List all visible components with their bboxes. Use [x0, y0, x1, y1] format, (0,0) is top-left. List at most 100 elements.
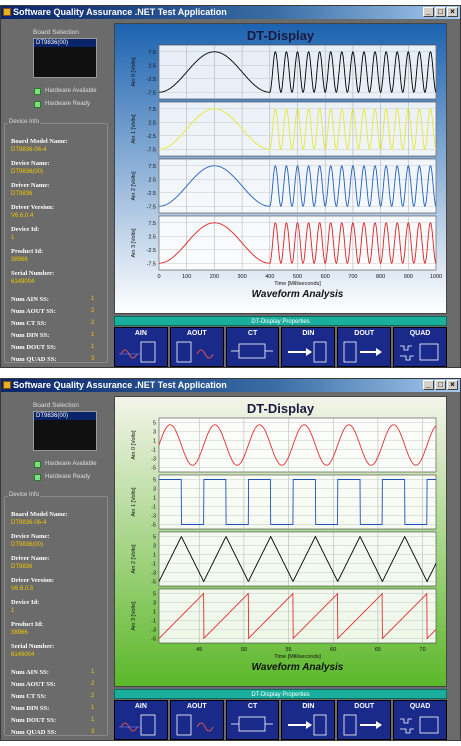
board-list-item[interactable]: DT9836(00): [34, 39, 96, 47]
arrow-right-icon: [343, 341, 383, 363]
ct-button[interactable]: CT: [225, 700, 280, 740]
minimize-button[interactable]: _: [423, 380, 434, 390]
quad-button[interactable]: QUAD: [393, 327, 447, 367]
y-tick-label: 5: [153, 421, 156, 427]
display-subtitle: Waveform Analysis: [252, 289, 344, 300]
count-key: Num AIN SS:: [11, 296, 49, 303]
field-value: DT9836(00): [11, 542, 44, 548]
x-tick-label: 700: [348, 274, 357, 280]
minimize-button[interactable]: _: [423, 7, 434, 17]
aout-button[interactable]: AOUT: [169, 700, 224, 740]
waveform-chart: DT-Display 5 3 1 -1 -3 -5 Ain 0 [Volts] 5 3 1 -1 -3 -…: [115, 397, 446, 686]
field-value: 38966: [11, 257, 28, 263]
ain-button[interactable]: AIN: [114, 700, 168, 740]
title-bar[interactable]: Software Quality Assurance .NET Test App…: [1, 6, 460, 19]
quad-button-label: QUAD: [409, 330, 431, 337]
x-tick-label: 200: [210, 274, 219, 280]
series-line: [158, 165, 437, 208]
x-tick-label: 1000: [430, 274, 442, 280]
field-key: Driver Name:: [11, 555, 50, 562]
y-tick-label: -3: [151, 514, 156, 520]
counter-timer-icon: [230, 343, 273, 359]
x-tick-label: 50: [241, 647, 247, 653]
dt-display-properties-bar[interactable]: DT-Display Properties: [114, 689, 447, 699]
count-key: Num CT SS:: [11, 320, 47, 327]
x-tick-label: 900: [404, 274, 413, 280]
field-key: Product Id:: [11, 621, 44, 628]
series-line: [159, 479, 436, 525]
y-tick-label: -2.5: [147, 248, 156, 254]
arrow-right-icon: [288, 341, 327, 363]
count-key: Num AOUT SS:: [11, 681, 56, 688]
count-value: 1: [91, 344, 95, 350]
din-button[interactable]: DIN: [281, 700, 336, 740]
ain-icon: [119, 341, 156, 363]
hardware-ready-label: Hardware Ready: [45, 101, 91, 107]
din-button[interactable]: DIN: [281, 327, 336, 367]
count-key: Num DIN SS:: [11, 705, 50, 712]
field-value: 1: [11, 235, 15, 241]
hardware-available-led: [34, 88, 41, 95]
field-key: Device Id:: [11, 599, 40, 606]
x-tick-label: 55: [286, 647, 292, 653]
window-title: Software Quality Assurance .NET Test App…: [13, 380, 227, 390]
maximize-button[interactable]: □: [435, 380, 446, 390]
board-list-item[interactable]: DT9836(00): [34, 412, 96, 420]
subsystem-button-row: AIN AOUT CT DIN DOUT QUAD: [114, 700, 447, 740]
hardware-available-label: Hardware Available: [45, 461, 97, 467]
dt-display: DT-Display 5 3 1 -1 -3 -5 Ain 0 [Volts] 5 3 1 -1 -3 -…: [114, 396, 447, 687]
board-selection-list[interactable]: DT9836(00): [33, 411, 97, 451]
y-tick-label: -1: [151, 448, 156, 454]
y-tick-label: 3: [153, 430, 156, 436]
field-key: Device Id:: [11, 226, 40, 233]
ct-button[interactable]: CT: [225, 327, 280, 367]
quad-decoder-icon: [400, 716, 439, 734]
field-value: V6.6.0.4: [11, 213, 34, 219]
arrow-right-icon: [343, 714, 383, 736]
display-title: DT-Display: [247, 28, 315, 43]
field-value: DT9836-06-4: [11, 147, 47, 153]
y-tick-label: 7.5: [148, 50, 156, 56]
series-axis-label: Ain 3 [Volts]: [131, 601, 137, 631]
dout-button[interactable]: DOUT: [337, 700, 392, 740]
y-tick-label: -7.5: [147, 147, 156, 153]
hardware-available-label: Hardware Available: [45, 88, 97, 94]
close-button[interactable]: ×: [447, 380, 458, 390]
dt-display-properties-bar[interactable]: DT-Display Properties: [114, 316, 447, 326]
waveform-chart: DT-Display 7.5 2.5 -2.5 -7.5 Ain 0 [Volts] 7.5…: [115, 24, 446, 313]
ain-button[interactable]: AIN: [114, 327, 168, 367]
x-tick-label: 300: [238, 274, 247, 280]
series-line: [158, 592, 437, 640]
y-tick-label: 1: [153, 553, 156, 559]
count-value: 1: [91, 669, 95, 675]
board-selection-list[interactable]: DT9836(00): [33, 38, 97, 78]
y-tick-label: 7.5: [148, 164, 156, 170]
x-axis-label: Time [Milliseconds]: [274, 281, 321, 287]
count-value: 2: [91, 681, 95, 687]
aout-button-label: AOUT: [186, 330, 207, 337]
count-key: Num QUAD SS:: [11, 356, 57, 363]
field-key: Device Name:: [11, 160, 50, 167]
display-subtitle: Waveform Analysis: [252, 662, 344, 673]
series-axis-label: Ain 3 [Volts]: [131, 228, 137, 258]
title-bar[interactable]: Software Quality Assurance .NET Test App…: [1, 379, 460, 392]
close-button[interactable]: ×: [447, 7, 458, 17]
count-key: Num AIN SS:: [11, 669, 49, 676]
maximize-button[interactable]: □: [435, 7, 446, 17]
y-tick-label: 7.5: [148, 107, 156, 113]
plot-panel: [158, 531, 437, 587]
dout-button[interactable]: DOUT: [337, 327, 392, 367]
count-key: Num QUAD SS:: [11, 729, 57, 736]
y-tick-label: -5: [151, 523, 156, 529]
x-tick-label: 70: [420, 647, 426, 653]
y-tick-label: 7.5: [148, 221, 156, 227]
quad-button[interactable]: QUAD: [393, 700, 447, 740]
field-key: Board Model Name:: [11, 138, 68, 145]
aout-button[interactable]: AOUT: [169, 327, 224, 367]
series-axis-label: Ain 2 [Volts]: [131, 171, 137, 201]
subsystem-button-row: AIN AOUT CT DIN DOUT QUAD: [114, 327, 447, 367]
count-key: Num CT SS:: [11, 693, 47, 700]
device-info-label: Device Info: [8, 492, 41, 498]
series-line: [158, 222, 437, 265]
y-tick-label: 2.5: [148, 177, 156, 183]
